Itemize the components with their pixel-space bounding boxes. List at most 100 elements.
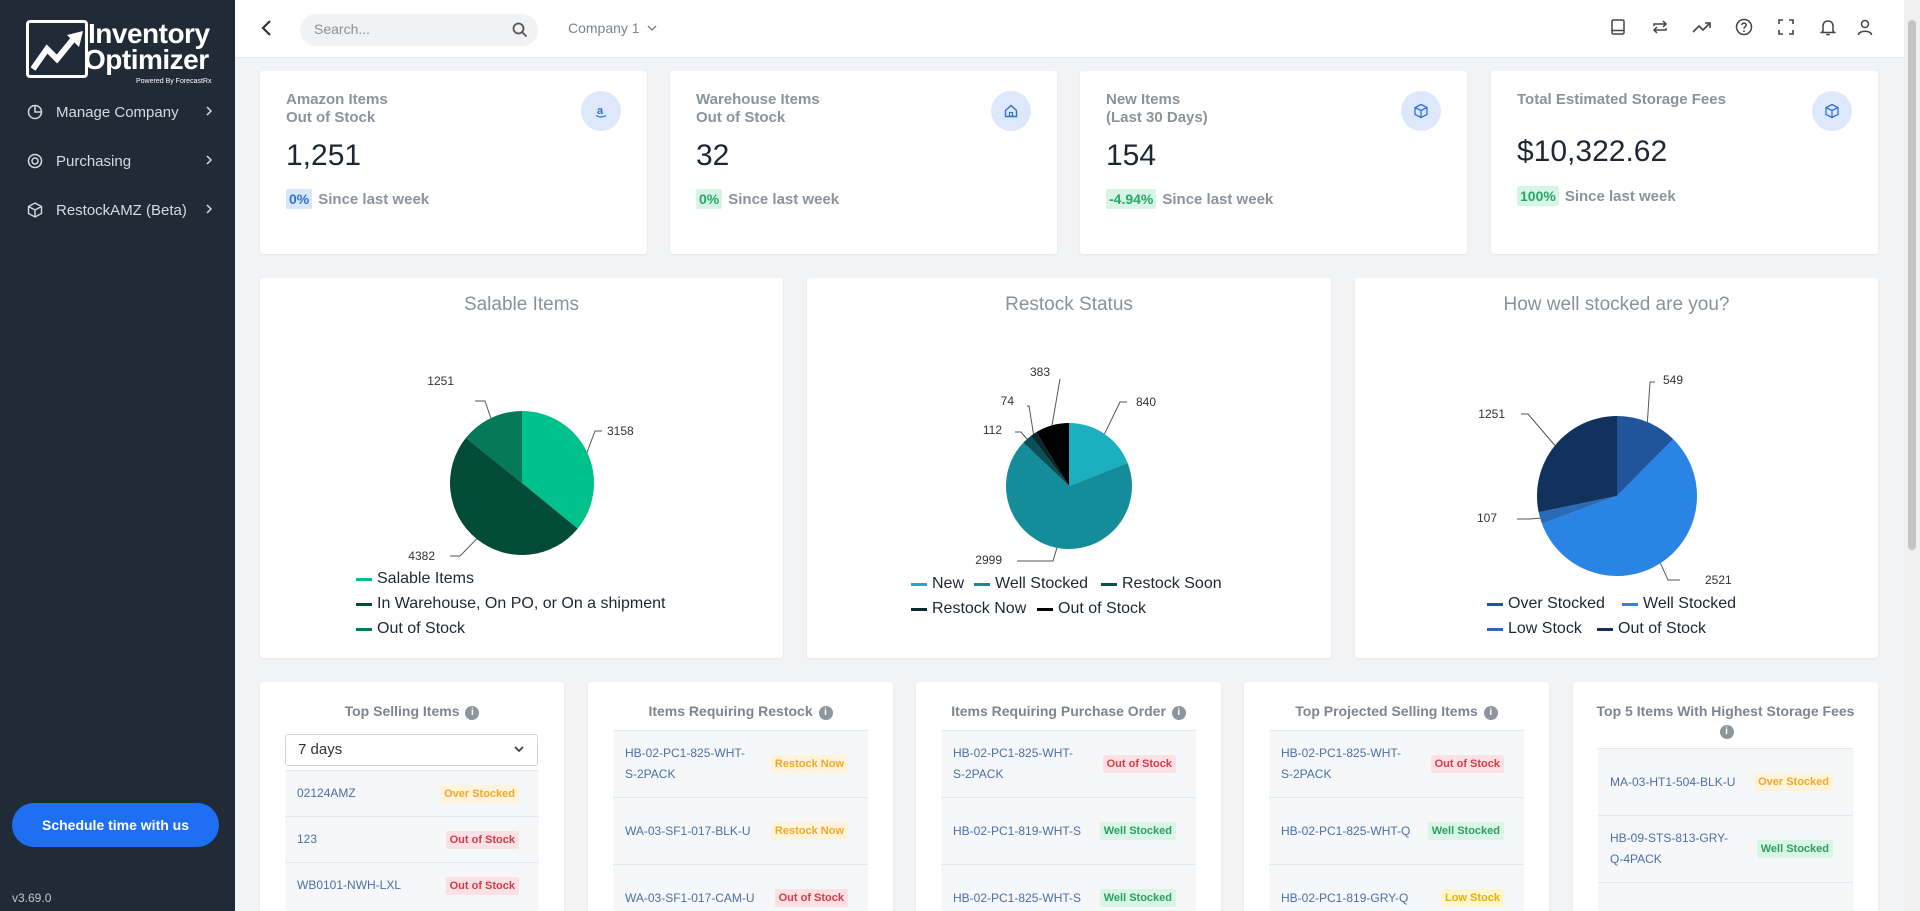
sidebar-item-purchasing[interactable]: Purchasing bbox=[0, 141, 235, 181]
legend-swatch bbox=[356, 577, 372, 581]
sku-link[interactable]: WB0101-NWH-LXL bbox=[297, 878, 402, 892]
sku-link[interactable]: HB-02-PC1-825-WHT-S-2PACK bbox=[953, 746, 1074, 781]
status-badge: Out of Stock bbox=[774, 889, 848, 907]
chevron-down-icon bbox=[514, 746, 524, 753]
pie-slice[interactable] bbox=[1069, 423, 1128, 486]
table-row[interactable]: HB-02-PC1-825-WHT-S Well Stocked bbox=[941, 864, 1196, 911]
table-row[interactable]: WB0101-NWH-LXL Out of Stock bbox=[285, 862, 539, 908]
company-selector[interactable]: Company 1 bbox=[568, 20, 658, 36]
chart-card-salable-items: Salable Items 3158 4382 1251 Salable Items… bbox=[260, 278, 783, 658]
sku-link[interactable]: HB-02-PC1-819-GRY-Q bbox=[1281, 890, 1409, 905]
pie-slice[interactable] bbox=[1538, 496, 1617, 524]
search-icon[interactable] bbox=[512, 22, 528, 43]
legend-item[interactable]: Low Stock bbox=[1483, 620, 1582, 638]
logo-line2: Optimizer bbox=[84, 44, 209, 75]
legend-item[interactable]: Restock Now bbox=[907, 600, 1026, 618]
sku-link[interactable]: HB-02-PC1-825-WHT-S-2PACK bbox=[625, 746, 746, 781]
pie-value-label: 840 bbox=[1136, 395, 1156, 409]
repeat-icon[interactable] bbox=[1649, 16, 1671, 38]
table-row[interactable]: MA-03-HT1-504-BLK-U Over Stocked bbox=[1598, 748, 1853, 815]
info-icon[interactable]: i bbox=[465, 706, 480, 720]
pie-slice[interactable] bbox=[1036, 423, 1069, 486]
target-icon bbox=[26, 152, 44, 170]
table-row[interactable]: HB-02-PC1-825-WHT-S-2PACK Out of Stock bbox=[1269, 730, 1524, 797]
pie-slice[interactable] bbox=[1030, 432, 1069, 486]
fullscreen-icon[interactable] bbox=[1775, 16, 1797, 38]
status-badge: Out of Stock bbox=[1430, 755, 1504, 773]
table-row[interactable]: 02124AMZ Over Stocked bbox=[285, 770, 539, 816]
legend-swatch bbox=[911, 607, 927, 611]
sku-link[interactable]: 123 bbox=[297, 832, 318, 846]
scrollbar-thumb[interactable] bbox=[1908, 20, 1916, 550]
status-badge: Out of Stock bbox=[445, 830, 519, 849]
sku-link[interactable]: HB-02-PC1-825-WHT-S bbox=[953, 890, 1082, 905]
pie-slice[interactable] bbox=[449, 437, 578, 556]
table: 02124AMZ Over Stocked 123 Out of Stock WB010… bbox=[285, 770, 539, 911]
table-row[interactable]: WA-03-CS3-023- bbox=[1598, 882, 1853, 911]
search-input[interactable] bbox=[314, 21, 504, 37]
info-icon[interactable]: i bbox=[1719, 725, 1734, 739]
pie-slice[interactable] bbox=[1617, 416, 1674, 496]
pie-value-label: 3158 bbox=[607, 424, 634, 438]
table-row[interactable]: HB-02-PC1-825-WHT-Q Well Stocked bbox=[1269, 797, 1524, 864]
vertical-scrollbar[interactable] bbox=[1904, 0, 1920, 911]
box-icon bbox=[1401, 91, 1441, 131]
info-icon[interactable]: i bbox=[1171, 706, 1186, 720]
help-icon[interactable] bbox=[1733, 16, 1755, 38]
sku-link[interactable]: HB-02-PC1-825-WHT-Q bbox=[1281, 823, 1411, 838]
legend-item[interactable]: New bbox=[907, 575, 964, 593]
legend-item[interactable]: Well Stocked bbox=[1618, 595, 1736, 613]
legend-swatch bbox=[356, 602, 372, 606]
pie-slice[interactable] bbox=[465, 411, 522, 483]
bell-icon[interactable] bbox=[1817, 16, 1839, 38]
info-icon[interactable]: i bbox=[818, 706, 833, 720]
schedule-time-button[interactable]: Schedule time with us bbox=[12, 803, 219, 847]
pie-slice[interactable] bbox=[1006, 442, 1132, 549]
table: HB-02-PC1-825-WHT-S-2PACK Out of Stock HB-… bbox=[1269, 730, 1524, 911]
legend-item[interactable]: Out of Stock bbox=[1033, 600, 1146, 618]
legend-item[interactable]: Out of Stock bbox=[1593, 620, 1706, 638]
sku-link[interactable]: HB-02-PC1-825-WHT-S-2PACK bbox=[1281, 746, 1402, 781]
table-row[interactable]: HB-02-PC1-819-WHT-S Well Stocked bbox=[941, 797, 1196, 864]
status-badge: Over Stocked bbox=[1754, 773, 1833, 791]
legend-item[interactable]: In Warehouse, On PO, or On a shipment bbox=[352, 595, 665, 613]
legend-item[interactable]: Out of Stock bbox=[352, 620, 465, 638]
table-row[interactable]: WA-03-SF1-017-BLK-U Restock Now bbox=[613, 797, 868, 864]
sku-link[interactable]: WA-03-SF1-017-CAM-U bbox=[625, 890, 755, 905]
legend-item[interactable]: Well Stocked bbox=[970, 575, 1088, 593]
pie-slice[interactable] bbox=[522, 411, 594, 529]
pie-slice[interactable] bbox=[1023, 435, 1069, 486]
table-row[interactable]: WA-03-SF1-017-CAM-U Out of Stock bbox=[613, 864, 868, 911]
table-title: Top 5 Items With Highest Storage Fees i bbox=[1596, 703, 1855, 739]
legend-item[interactable]: Over Stocked bbox=[1483, 595, 1605, 613]
info-icon[interactable]: i bbox=[1483, 706, 1498, 720]
app-logo[interactable]: Inventory Optimizer Powered By ForecastR… bbox=[26, 18, 216, 85]
sku-link[interactable]: MA-03-HT1-504-BLK-U bbox=[1610, 774, 1736, 789]
sku-link[interactable]: WA-03-CS3-023- bbox=[1610, 906, 1740, 911]
sidebar-item-restockamz[interactable]: RestockAMZ (Beta) bbox=[0, 190, 235, 230]
table-row[interactable]: HB-02-PC1-825-WHT-S-2PACK Out of Stock bbox=[941, 730, 1196, 797]
sidebar-item-manage-company[interactable]: Manage Company bbox=[0, 92, 235, 132]
legend-swatch bbox=[1622, 602, 1638, 606]
app-version: v3.69.0 bbox=[12, 891, 52, 905]
table-row[interactable]: HB-02-PC1-825-WHT-S-2PACK Restock Now bbox=[613, 730, 868, 797]
book-icon[interactable] bbox=[1607, 16, 1629, 38]
sku-link[interactable]: 02124AMZ bbox=[297, 786, 356, 800]
pie-slice[interactable] bbox=[1542, 439, 1697, 576]
pie-slice[interactable] bbox=[1537, 416, 1617, 513]
table-row[interactable]: HB-09-STS-813-GRY-Q-4PACK Well Stocked bbox=[1598, 815, 1853, 882]
sku-link[interactable]: HB-02-PC1-819-WHT-S bbox=[953, 823, 1082, 838]
table: MA-03-HT1-504-BLK-U Over Stocked HB-09-STS… bbox=[1598, 748, 1853, 911]
trending-up-icon[interactable] bbox=[1691, 16, 1713, 38]
sku-link[interactable]: WA-03-SF1-017-BLK-U bbox=[625, 823, 751, 838]
chevron-right-icon bbox=[205, 202, 213, 219]
pie-chart-stock-health: 549 2521 107 1251 bbox=[1477, 373, 1732, 587]
legend-item[interactable]: Restock Soon bbox=[1097, 575, 1222, 593]
period-dropdown[interactable]: 7 days bbox=[285, 734, 538, 766]
sku-link[interactable]: HB-09-STS-813-GRY-Q-4PACK bbox=[1610, 831, 1729, 866]
table-row[interactable]: 123 Out of Stock bbox=[285, 816, 539, 862]
back-arrow-icon[interactable] bbox=[255, 16, 279, 40]
table-row[interactable]: HB-02-PC1-819-GRY-Q Low Stock bbox=[1269, 864, 1524, 911]
legend-item[interactable]: Salable Items bbox=[352, 570, 474, 588]
user-icon[interactable] bbox=[1854, 16, 1876, 38]
